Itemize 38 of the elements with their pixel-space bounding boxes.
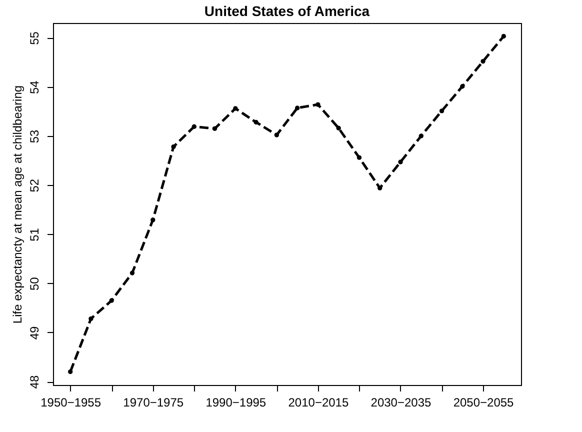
point (68, 369, 73, 374)
y-tick-label: 48 (28, 375, 42, 389)
y-axis-title: Life expectancty at mean age at childbearing (10, 85, 24, 324)
y-tick-label: 53 (28, 129, 42, 144)
y-tick-label: 51 (28, 228, 42, 242)
point (316, 102, 320, 107)
point (88, 316, 94, 322)
point (378, 186, 382, 190)
point (336, 126, 341, 130)
chart-title: United States of America (204, 3, 370, 19)
x-tick-label: 2010−2015 (288, 396, 349, 410)
y-tick-label: 52 (28, 178, 42, 192)
point (130, 270, 135, 276)
y-tick-label: 50 (28, 276, 42, 291)
point (171, 144, 176, 150)
point (480, 58, 486, 64)
y-tick-label: 49 (28, 326, 42, 340)
x-tick-label: 2050−2055 (453, 396, 514, 410)
point (192, 124, 196, 129)
point (439, 108, 444, 114)
point (356, 155, 362, 160)
point (109, 298, 114, 303)
point (501, 34, 506, 39)
point (294, 106, 300, 110)
point (398, 160, 403, 164)
point (274, 132, 280, 138)
y-tick-label: 55 (28, 31, 42, 45)
point (150, 218, 156, 222)
x-tick-label: 1970−1975 (123, 396, 184, 410)
point (233, 106, 238, 111)
x-tick-label: 1990−1995 (206, 396, 266, 410)
x-tick-label: 1950−1955 (40, 396, 102, 410)
point (212, 126, 218, 131)
x-tick-label: 2030−2035 (370, 396, 432, 410)
y-tick-label: 54 (28, 80, 42, 94)
point (254, 120, 258, 125)
point (460, 84, 465, 89)
point (418, 134, 424, 138)
